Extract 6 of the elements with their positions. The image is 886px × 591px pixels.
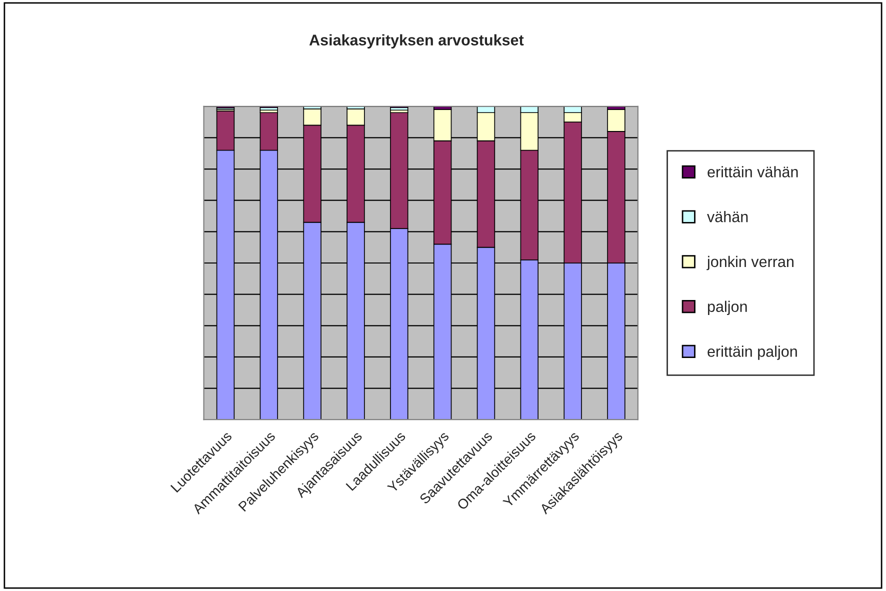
legend-label: paljon <box>708 300 747 316</box>
legend-label: erittäin paljon <box>708 346 797 360</box>
legend-label: jonkin verran <box>706 256 794 270</box>
legend-label: erittäin vähän <box>708 166 798 178</box>
legend-label: vähän <box>707 211 748 222</box>
chart-title: Asiakasyrityksen arvostukset <box>309 34 524 48</box>
